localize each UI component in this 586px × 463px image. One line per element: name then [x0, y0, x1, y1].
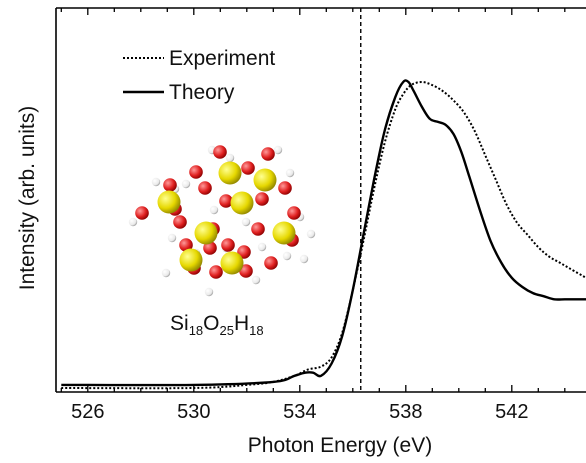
silicon-atom	[272, 221, 296, 245]
series-layer	[61, 79, 586, 390]
hydrogen-atom	[282, 251, 292, 261]
formula-subscript: 25	[220, 323, 234, 338]
legend: Experiment Theory	[123, 47, 275, 104]
silicon-atom	[218, 161, 242, 185]
hydrogen-atom	[128, 217, 138, 227]
plot-frame	[55, 7, 586, 393]
oxygen-atom	[203, 241, 217, 255]
hydrogen-atom	[273, 145, 283, 155]
oxygen-atom	[241, 161, 255, 175]
hydrogen-atom	[251, 275, 261, 285]
hydrogen-atom	[257, 242, 267, 252]
y-axis-label: Intensity (arb. units)	[16, 106, 39, 290]
oxygen-atom	[189, 165, 203, 179]
hydrogen-atom	[167, 233, 177, 243]
formula-element: O	[203, 312, 219, 335]
silicon-atom	[179, 248, 203, 272]
x-tick-label: 534	[283, 401, 316, 423]
silicon-atom	[220, 251, 244, 275]
legend-label-theory: Theory	[169, 81, 235, 104]
formula-element: Si	[170, 312, 189, 335]
oxygen-atom	[264, 256, 278, 270]
hydrogen-atom	[209, 205, 219, 215]
hydrogen-atom	[241, 217, 251, 227]
oxygen-atom	[255, 192, 269, 206]
oxygen-atom	[219, 194, 233, 208]
hydrogen-atom	[204, 287, 214, 297]
oxygen-atom	[287, 206, 301, 220]
legend-label-experiment: Experiment	[169, 47, 275, 70]
x-tick-label: 538	[389, 401, 422, 423]
formula-subscript: 18	[249, 323, 263, 338]
oxygen-atom	[179, 238, 193, 252]
formula-subscript: 18	[189, 323, 203, 338]
silicon-atom	[157, 190, 181, 214]
hydrogen-atom	[285, 168, 295, 178]
x-tick-label: 542	[495, 401, 528, 423]
oxygen-atom	[209, 265, 223, 279]
x-tick-label: 530	[177, 401, 210, 423]
oxygen-atom	[239, 264, 253, 278]
molecule-formula: Si18O25H18	[170, 312, 264, 338]
oxygen-atom	[163, 178, 177, 192]
silicon-atom	[230, 191, 254, 215]
hydrogen-atom	[306, 229, 316, 239]
hydrogen-atom	[299, 254, 309, 264]
oxygen-atom	[251, 222, 265, 236]
x-tick-label: 526	[71, 401, 104, 423]
series-line-experiment	[61, 81, 586, 390]
oxygen-atom	[261, 147, 275, 161]
silicon-atom	[253, 168, 277, 192]
oxygen-atom	[173, 215, 187, 229]
formula-element: H	[234, 312, 249, 335]
oxygen-atom	[135, 206, 149, 220]
oxygen-atom	[221, 238, 235, 252]
oxygen-atom	[198, 181, 212, 195]
hydrogen-atom	[225, 153, 235, 163]
hydrogen-atom	[161, 268, 171, 278]
hydrogen-atom	[181, 179, 191, 189]
series-line-theory	[61, 79, 586, 387]
x-ticks: 526 530 534 538 542	[60, 8, 566, 423]
silicon-atom	[194, 221, 218, 245]
x-axis-label: Photon Energy (eV)	[248, 434, 432, 457]
oxygen-atom	[213, 145, 227, 159]
hydrogen-atom	[151, 177, 161, 187]
oxygen-atom	[278, 181, 292, 195]
si18o25h18-molecule-icon	[128, 145, 316, 297]
